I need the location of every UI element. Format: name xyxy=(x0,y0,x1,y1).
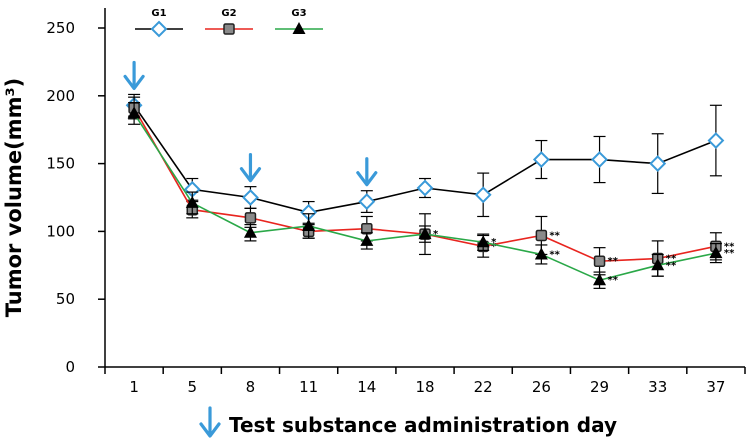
triangle-marker xyxy=(476,235,490,248)
data-point xyxy=(244,212,257,224)
data-point xyxy=(474,186,492,204)
x-tick-label: 29 xyxy=(590,378,609,396)
administration-arrow-icon xyxy=(239,153,262,183)
x-tick-label: 26 xyxy=(532,378,551,396)
triangle-marker xyxy=(292,22,306,34)
triangle-marker xyxy=(709,246,723,259)
significance-label: ** xyxy=(666,254,677,265)
data-point xyxy=(476,235,490,248)
diamond-marker xyxy=(649,155,667,173)
diamond-marker xyxy=(474,186,492,204)
significance-label: ** xyxy=(724,241,735,252)
series-layer: ***** ************** xyxy=(125,93,735,289)
square-marker xyxy=(593,255,606,267)
significance-label: ** xyxy=(549,230,560,241)
diamond-marker xyxy=(416,179,434,197)
x-tick-label: 14 xyxy=(357,378,376,396)
x-tick-label: 8 xyxy=(246,378,256,396)
data-point xyxy=(243,225,257,238)
data-point xyxy=(709,246,723,259)
data-point xyxy=(532,151,550,168)
legend-item-g1: G1 xyxy=(135,8,183,38)
data-point xyxy=(707,132,725,149)
triangle-marker xyxy=(651,258,665,271)
legend-label: G3 xyxy=(291,8,306,19)
significance-label: * xyxy=(433,229,439,240)
caption: Test substance administration day xyxy=(199,406,617,438)
x-tick-label: 33 xyxy=(648,378,667,396)
caption-arrow-icon xyxy=(199,406,221,438)
data-point xyxy=(534,247,548,260)
data-point xyxy=(185,195,199,208)
data-point xyxy=(360,233,374,246)
triangle-marker xyxy=(360,233,374,246)
administration-arrows xyxy=(123,60,378,187)
x-tick-label: 1 xyxy=(129,378,139,396)
data-point xyxy=(127,106,141,119)
y-tick-label: 50 xyxy=(56,290,75,308)
x-tick-label: 22 xyxy=(474,378,493,396)
series-g3: ********** xyxy=(127,101,735,289)
diamond-marker xyxy=(150,20,168,38)
diamond-marker xyxy=(532,151,550,168)
diamond-marker xyxy=(242,189,259,206)
triangle-marker xyxy=(127,106,141,119)
data-point xyxy=(593,255,606,267)
triangle-marker xyxy=(185,195,199,208)
y-tick-label: 150 xyxy=(46,155,75,173)
y-tick-label: 100 xyxy=(46,222,75,240)
diamond-marker xyxy=(591,151,608,168)
triangle-marker xyxy=(243,225,257,238)
data-point xyxy=(302,218,316,231)
significance-label: ** xyxy=(724,248,735,259)
data-point xyxy=(418,227,432,240)
y-tick-label: 0 xyxy=(65,358,75,376)
legend-item-g3: G3 xyxy=(275,8,323,34)
y-axis-label: Tumor volume(mm³) xyxy=(2,78,26,318)
y-axis-ticks: 0 50 100 150 200 250 xyxy=(46,19,105,376)
x-tick-label: 5 xyxy=(187,378,197,396)
square-marker xyxy=(535,229,548,242)
y-tick-label: 200 xyxy=(46,87,75,105)
square-marker xyxy=(223,23,235,35)
triangle-marker xyxy=(418,227,432,240)
data-point xyxy=(593,273,607,286)
x-axis-ticks: 1 5 8 11 14 18 22 26 29 33 37 xyxy=(104,367,746,396)
square-marker xyxy=(244,212,257,224)
data-point xyxy=(416,179,434,197)
significance-label: * xyxy=(491,241,497,252)
data-point xyxy=(242,189,259,206)
triangle-marker xyxy=(593,273,607,286)
data-point xyxy=(651,258,665,271)
caption-text: Test substance administration day xyxy=(229,413,617,437)
diamond-marker xyxy=(707,132,725,149)
administration-arrow-icon xyxy=(356,157,378,187)
significance-label: ** xyxy=(608,256,619,267)
axes xyxy=(104,8,745,368)
diamond-marker xyxy=(358,193,376,210)
significance-label: * xyxy=(491,237,497,248)
data-point xyxy=(535,229,548,242)
legend: G1 G2 G3 xyxy=(135,8,323,38)
y-tick-label: 250 xyxy=(46,19,75,37)
series-g1 xyxy=(125,93,725,224)
x-tick-label: 11 xyxy=(299,378,318,396)
triangle-marker xyxy=(534,247,548,260)
legend-label: G1 xyxy=(151,8,166,19)
data-point xyxy=(358,193,376,210)
significance-label: ** xyxy=(608,275,619,286)
data-point xyxy=(649,155,667,173)
significance-label: ** xyxy=(549,249,560,260)
x-tick-label: 37 xyxy=(706,378,725,396)
x-tick-label: 18 xyxy=(415,378,434,396)
administration-arrow-icon xyxy=(123,60,145,91)
legend-label: G2 xyxy=(221,8,236,19)
legend-item-g2: G2 xyxy=(205,8,253,35)
triangle-marker xyxy=(302,218,316,231)
significance-label: ** xyxy=(666,260,677,271)
data-point xyxy=(591,151,608,168)
